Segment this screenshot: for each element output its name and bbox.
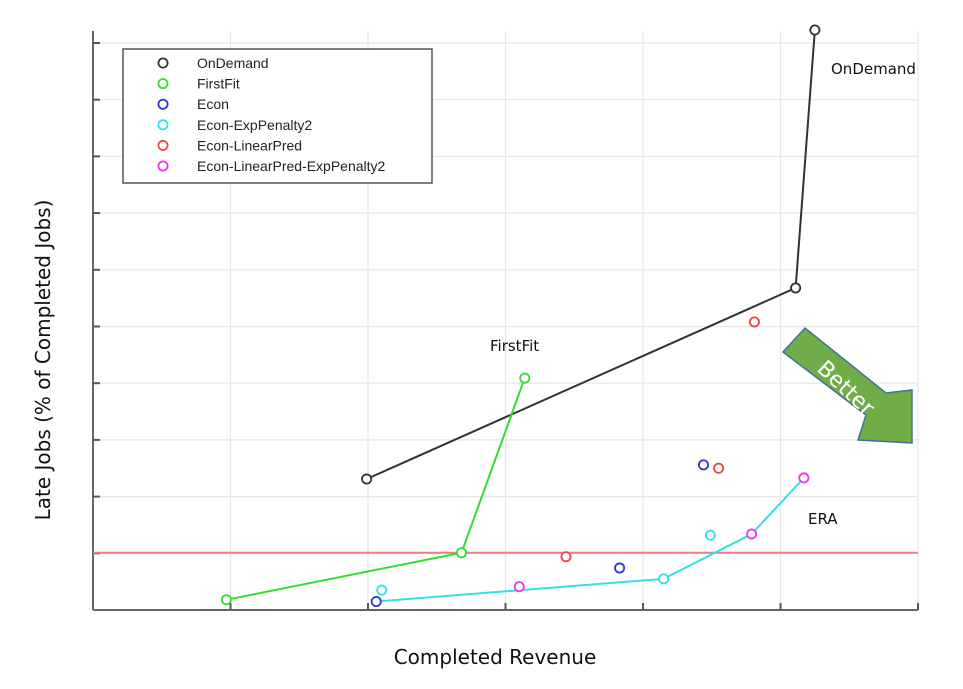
data-point-ondemand (361, 473, 373, 485)
legend-label-econ: Econ (197, 96, 229, 112)
better-arrow: Better (781, 326, 913, 444)
data-point-econ-exppenalty2 (376, 584, 388, 596)
annotation-ondemand: OnDemand (831, 60, 916, 78)
legend-label-ondemand: OnDemand (197, 55, 269, 71)
legend-marker-econ (157, 98, 169, 110)
legend-box (122, 48, 433, 184)
annotation-firstfit: FirstFit (490, 337, 539, 355)
data-point-firstfit (519, 372, 531, 384)
data-point-econ-linearpred (713, 462, 725, 474)
legend-marker-ondemand (157, 57, 169, 69)
x-axis-title: Completed Revenue (394, 645, 597, 669)
grid-lines (93, 31, 919, 610)
data-point-econ-exppenalty2 (704, 529, 716, 541)
legend-label-firstfit: FirstFit (197, 76, 240, 92)
series-line-ondemand (366, 29, 816, 480)
legend-marker-econ-exppenalty2 (157, 119, 169, 131)
data-point-econ-linearpred-exppenalty2 (798, 472, 810, 484)
data-point-firstfit (220, 594, 232, 606)
data-point-econ-linearpred-exppenalty2 (513, 581, 525, 593)
legend-label-econ-linearpred: Econ-LinearPred (197, 137, 302, 153)
data-point-econ-linearpred-exppenalty2 (746, 528, 758, 540)
better-arrow-shape (781, 326, 913, 444)
series-line-firstfit (226, 377, 526, 601)
data-point-econ (370, 595, 382, 607)
legend-marker-econ-linearpred-exppenalty2 (157, 160, 169, 172)
data-point-firstfit (455, 547, 467, 559)
data-point-econ-exppenalty2 (658, 573, 670, 585)
legend: OnDemand FirstFit Econ Econ-ExpPenalty2 Econ… (122, 48, 433, 184)
y-axis-title: Late Jobs (% of Completed Jobs) (31, 200, 55, 521)
legend-label-econ-linearpred-exppenalty2: Econ-LinearPred-ExpPenalty2 (197, 158, 386, 174)
data-point-econ-linearpred (748, 316, 760, 328)
legend-marker-firstfit (157, 78, 169, 90)
data-point-ondemand (809, 24, 821, 36)
axes (92, 31, 919, 611)
data-point-econ-linearpred (560, 551, 572, 563)
legend-label-econ-exppenalty2: Econ-ExpPenalty2 (197, 117, 312, 133)
annotation-era: ERA (808, 510, 838, 528)
legend-marker-econ-linearpred (157, 139, 169, 151)
data-point-ondemand (790, 282, 802, 294)
data-point-econ (698, 459, 710, 471)
data-point-econ (614, 562, 626, 574)
series-points (220, 24, 821, 607)
